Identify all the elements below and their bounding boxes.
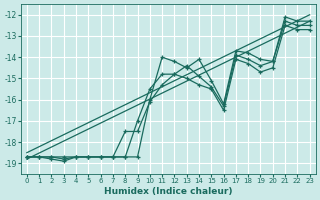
X-axis label: Humidex (Indice chaleur): Humidex (Indice chaleur) — [104, 187, 233, 196]
